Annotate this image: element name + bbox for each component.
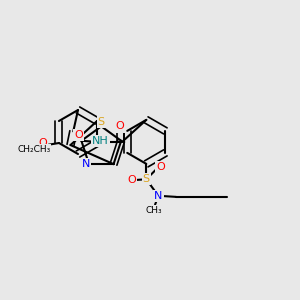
Text: CH₂CH₃: CH₂CH₃ [17,145,50,154]
Text: CH₃: CH₃ [146,206,162,214]
Text: O: O [38,138,47,148]
Text: O: O [116,122,124,131]
Text: S: S [98,117,105,127]
Text: O: O [156,162,165,172]
Text: N: N [82,159,90,169]
Text: O: O [74,130,83,140]
Text: NH: NH [92,136,109,146]
Text: O: O [128,176,136,185]
Text: S: S [143,174,150,184]
Text: N: N [154,191,163,201]
